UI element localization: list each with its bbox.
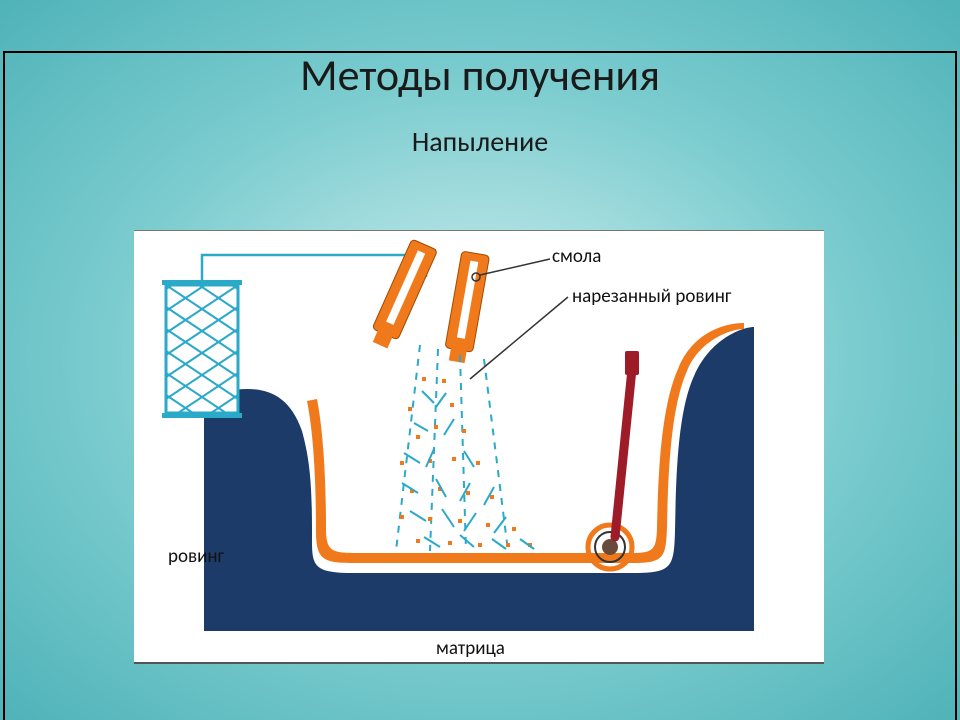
- label-chopped-roving: нарезанный ровинг: [572, 285, 731, 308]
- diagram: смола нарезанный ровинг ровинг матрица: [134, 230, 824, 664]
- label-resin: смола: [552, 245, 601, 268]
- label-roving: ровинг: [168, 545, 224, 568]
- label-matrix: матрица: [436, 637, 505, 660]
